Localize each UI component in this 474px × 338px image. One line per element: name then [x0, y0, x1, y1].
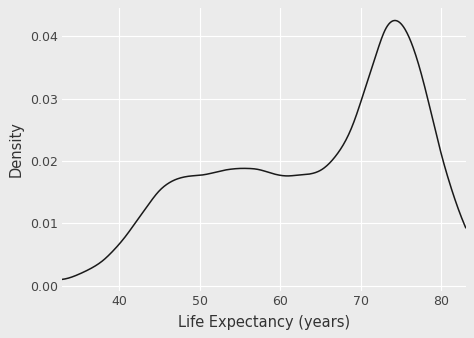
- X-axis label: Life Expectancy (years): Life Expectancy (years): [178, 315, 350, 330]
- Y-axis label: Density: Density: [9, 121, 23, 177]
